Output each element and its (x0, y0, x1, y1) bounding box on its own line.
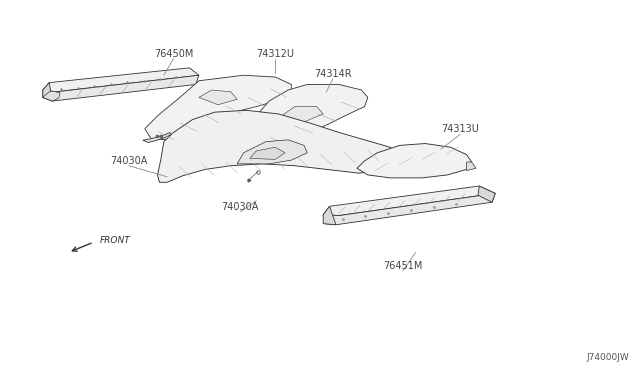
Text: 74030A: 74030A (110, 156, 148, 166)
Polygon shape (157, 110, 403, 182)
Text: J74000JW: J74000JW (586, 353, 629, 362)
Polygon shape (43, 91, 60, 101)
Polygon shape (323, 206, 336, 225)
Text: 76451M: 76451M (383, 261, 422, 271)
Polygon shape (282, 107, 323, 123)
Text: 74030A: 74030A (221, 202, 259, 212)
Text: FRONT: FRONT (100, 236, 131, 245)
Polygon shape (250, 147, 285, 160)
Polygon shape (478, 186, 495, 202)
Polygon shape (323, 186, 495, 215)
Polygon shape (43, 83, 52, 101)
Text: 74312U: 74312U (257, 49, 294, 59)
Text: 76450M: 76450M (154, 49, 193, 59)
Polygon shape (143, 132, 170, 142)
Polygon shape (234, 84, 368, 156)
Polygon shape (237, 140, 307, 164)
Polygon shape (199, 90, 237, 105)
Polygon shape (145, 75, 291, 140)
Polygon shape (323, 193, 495, 225)
Polygon shape (43, 68, 199, 92)
Polygon shape (43, 75, 199, 101)
Polygon shape (467, 162, 476, 170)
Polygon shape (357, 144, 472, 178)
Text: 74314R: 74314R (314, 69, 351, 79)
Text: 74313U: 74313U (441, 124, 479, 134)
